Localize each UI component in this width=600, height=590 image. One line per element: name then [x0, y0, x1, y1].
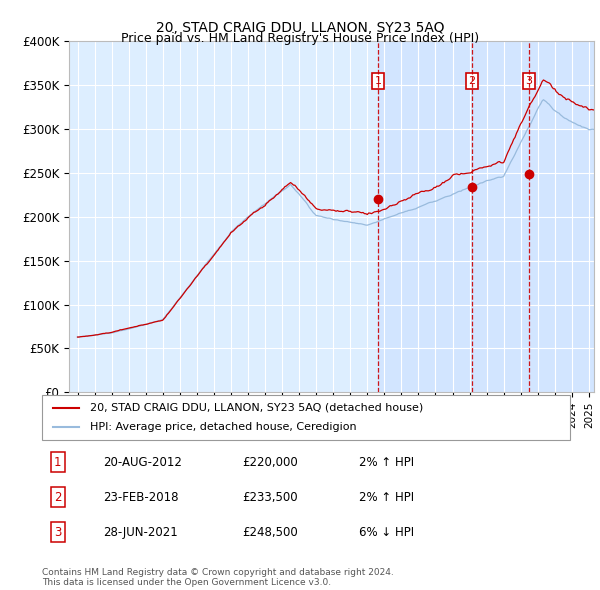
Text: 3: 3	[526, 76, 533, 86]
Text: £248,500: £248,500	[242, 526, 298, 539]
Text: 1: 1	[54, 455, 62, 468]
FancyBboxPatch shape	[42, 395, 570, 440]
Text: Price paid vs. HM Land Registry's House Price Index (HPI): Price paid vs. HM Land Registry's House …	[121, 32, 479, 45]
Text: 20, STAD CRAIG DDU, LLANON, SY23 5AQ (detached house): 20, STAD CRAIG DDU, LLANON, SY23 5AQ (de…	[89, 403, 423, 412]
Text: 23-FEB-2018: 23-FEB-2018	[103, 490, 178, 504]
Text: 20, STAD CRAIG DDU, LLANON, SY23 5AQ: 20, STAD CRAIG DDU, LLANON, SY23 5AQ	[156, 21, 444, 35]
Text: 3: 3	[54, 526, 62, 539]
Text: 2: 2	[469, 76, 476, 86]
Text: £233,500: £233,500	[242, 490, 298, 504]
Text: 20-AUG-2012: 20-AUG-2012	[103, 455, 182, 468]
Text: 28-JUN-2021: 28-JUN-2021	[103, 526, 178, 539]
Text: 2% ↑ HPI: 2% ↑ HPI	[359, 490, 414, 504]
Text: HPI: Average price, detached house, Ceredigion: HPI: Average price, detached house, Cere…	[89, 422, 356, 432]
Bar	[378, 41, 594, 392]
Text: 1: 1	[374, 76, 382, 86]
Text: 2% ↑ HPI: 2% ↑ HPI	[359, 455, 414, 468]
Text: £220,000: £220,000	[242, 455, 298, 468]
Text: 6% ↓ HPI: 6% ↓ HPI	[359, 526, 414, 539]
Text: Contains HM Land Registry data © Crown copyright and database right 2024.
This d: Contains HM Land Registry data © Crown c…	[42, 568, 394, 587]
Text: 2: 2	[54, 490, 62, 504]
